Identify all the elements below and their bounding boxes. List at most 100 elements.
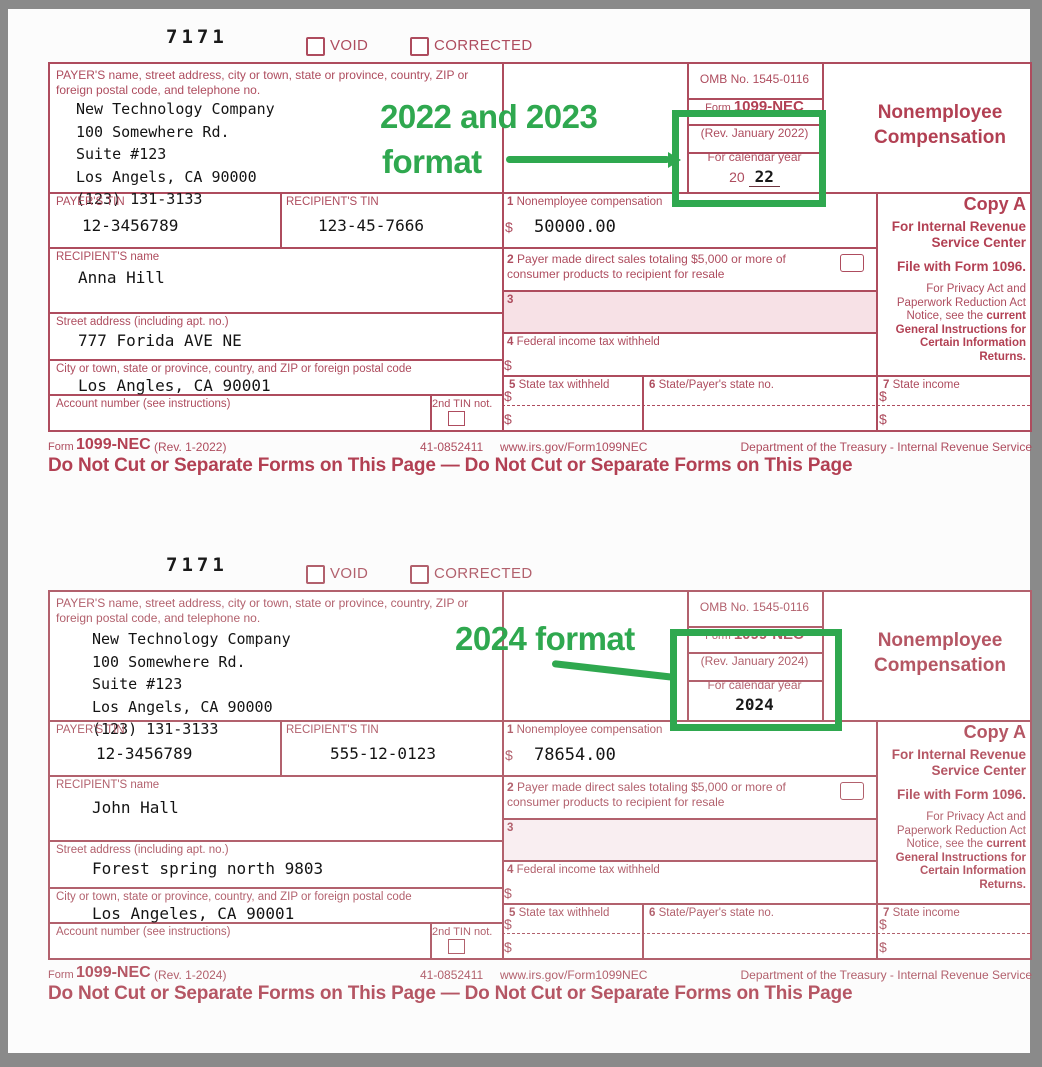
box1-amount[interactable]: 50000.00 [534,217,616,237]
divider [502,375,1030,377]
year-suffix: 22 [748,167,780,187]
form-footer: Form 1099-NEC (Rev. 1-2024) 41-0852411 w… [48,964,1032,982]
city-value[interactable]: Los Angles, CA 90001 [78,376,271,395]
box4-label: 4 Federal income tax withheld [507,336,660,350]
payer-tin-value[interactable]: 12-3456789 [96,744,193,763]
box5-text: State tax withheld [518,379,610,391]
street-label: Street address (including apt. no.) [56,844,229,856]
recipient-tin-value[interactable]: 555-12-0123 [330,744,436,763]
footer-irs-url[interactable]: www.irs.gov/Form1099NEC [500,968,648,982]
annotation-highlight-box-2024 [670,629,842,731]
form-table: PAYER'S name, street address, city or to… [48,590,1032,960]
footer-irs-url[interactable]: www.irs.gov/Form1099NEC [500,440,648,454]
divider [502,592,504,958]
recipient-name-value[interactable]: John Hall [92,798,179,817]
second-tin-checkbox[interactable] [448,939,465,954]
box6-label: 6 State/Payer's state no. [649,907,774,921]
box2-number: 2 [507,780,514,794]
box2-checkbox[interactable] [840,782,864,800]
box1-amount[interactable]: 78654.00 [534,745,616,765]
title-line2: Compensation [874,655,1006,676]
year-value: 2024 [735,695,774,714]
box1-text: Nonemployee compensation [516,724,663,736]
box1-dollar-sign: $ [505,747,513,763]
footer-revision: (Rev. 1-2022) [154,440,227,454]
dashed-divider [502,933,1030,934]
box6-number: 6 [649,379,656,391]
second-tin-label: 2nd TIN not. [432,926,493,938]
box6-text: State/Payer's state no. [658,379,774,391]
box7-text: State income [892,907,960,919]
payer-info-value[interactable]: New Technology Company 100 Somewhere Rd. S… [92,628,291,741]
divider [502,64,504,430]
divider [50,720,1030,722]
corrected-checkbox[interactable] [410,565,429,584]
street-value[interactable]: 777 Forida AVE NE [78,331,242,350]
divider [50,840,502,842]
payer-tin-label: PAYER'S TIN [56,196,125,208]
street-value[interactable]: Forest spring north 9803 [92,859,324,878]
box2-label: 2 Payer made direct sales totaling $5,00… [507,780,833,810]
form-print-code: 7171 [166,26,228,48]
footer-form-number: 1099-NEC [76,964,151,981]
copy-a-block: Copy A For Internal Revenue Service Cent… [874,722,1026,892]
payer-line: New Technology Company [92,630,291,648]
payer-tin-value[interactable]: 12-3456789 [82,216,179,235]
divider [280,192,282,247]
void-checkbox[interactable] [306,565,325,584]
second-tin-label: 2nd TIN not. [432,398,493,410]
recipient-name-value[interactable]: Anna Hill [78,268,165,287]
divider [876,192,878,430]
year-prefix: 20 [729,169,745,185]
divider [430,394,432,430]
divider [430,922,432,958]
street-label: Street address (including apt. no.) [56,316,229,328]
payer-info-value[interactable]: New Technology Company 100 Somewhere Rd. S… [76,98,275,211]
divider [50,922,502,924]
box2-checkbox[interactable] [840,254,864,272]
do-not-cut-banner: Do Not Cut or Separate Forms on This Pag… [48,455,853,476]
annotation-2024: 2024 format [455,620,635,657]
box3-shaded-area [503,291,876,332]
box4-number: 4 [507,336,514,348]
calendar-year-value[interactable]: 2024 [687,695,822,714]
box4-number: 4 [507,864,514,876]
box3-number: 3 [507,294,514,306]
second-tin-checkbox[interactable] [448,411,465,426]
void-checkbox[interactable] [306,37,325,56]
footer-print-code: 41-0852411 [420,968,484,982]
box7-dollar-sign-2: $ [879,939,887,955]
payer-tin-label: PAYER'S TIN [56,724,125,736]
box5-dollar-sign-2: $ [504,411,512,427]
annotation-arrowhead-1 [668,152,681,168]
divider [50,247,876,249]
payer-line: Suite #123 [76,145,167,163]
divider [687,592,689,720]
copy-a-heading: Copy A [963,194,1026,214]
omb-number: OMB No. 1545-0116 [699,72,810,86]
divider [502,818,876,820]
copy-a-for: For Internal Revenue Service Center [891,219,1026,250]
box4-dollar-sign: $ [504,357,512,373]
box7-dollar-sign-2: $ [879,411,887,427]
box7-number: 7 [883,907,890,919]
divider [876,720,878,958]
box2-number: 2 [507,252,514,266]
calendar-year-label: For calendar year [707,678,802,692]
divider [687,152,822,154]
form-1099nec-2024: 7171 VOID CORRECTED PAYER'S name, street… [48,552,1032,1012]
divider [502,290,876,292]
footer-form-word: Form [48,969,74,981]
account-number-label: Account number (see instructions) [56,926,231,938]
corrected-checkbox[interactable] [410,37,429,56]
calendar-year-value[interactable]: 20 22 [687,167,822,187]
divider [50,394,502,396]
copy-a-heading: Copy A [963,722,1026,742]
payer-line: (123) 131-3133 [92,720,219,738]
box5-label: 5 State tax withheld [509,379,609,393]
box6-number: 6 [649,907,656,919]
annotation-arrow-line-1 [506,156,670,163]
account-number-label: Account number (see instructions) [56,398,231,410]
city-value[interactable]: Los Angeles, CA 90001 [92,904,295,923]
recipient-tin-value[interactable]: 123-45-7666 [318,216,424,235]
